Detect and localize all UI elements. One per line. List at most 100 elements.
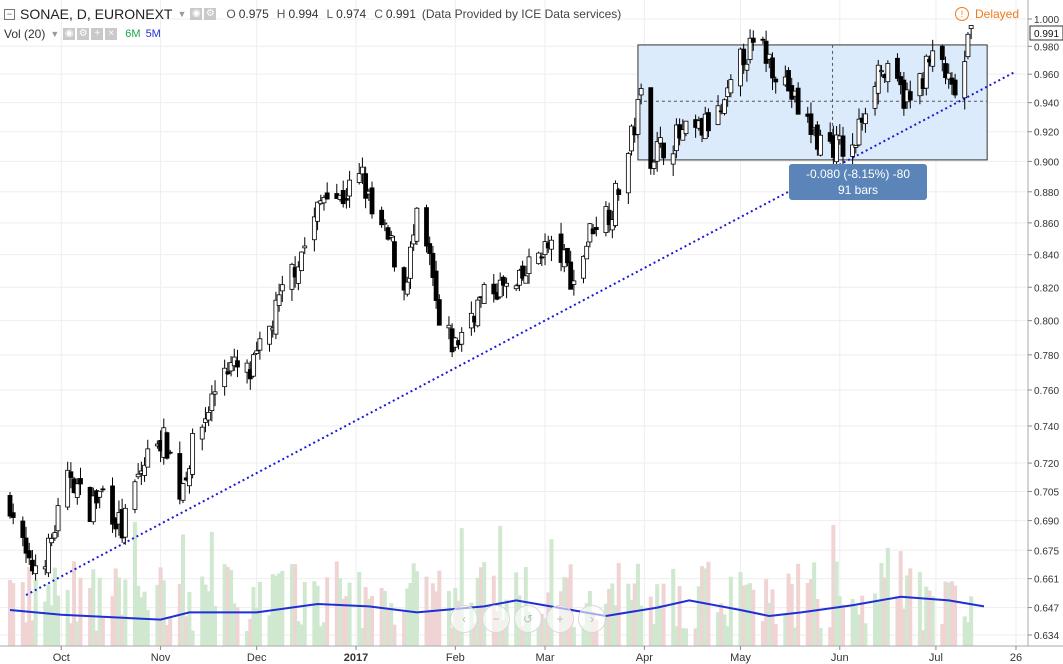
close-icon[interactable]: ×: [105, 28, 118, 40]
symbol-row: − SONAE, D, EURONEXT ▼ ◉ ⚙ O 0.975 H 0.9…: [4, 4, 621, 24]
candle-body: [46, 537, 51, 574]
volume-indicator-label[interactable]: Vol (20): [4, 27, 46, 41]
candle-body: [965, 33, 971, 58]
scroll-left-button[interactable]: ‹: [450, 605, 478, 633]
candle-body: [520, 265, 526, 279]
reset-button[interactable]: ↺: [514, 605, 542, 633]
volume-bar: [917, 572, 922, 646]
candle-body: [741, 48, 747, 66]
time-tick-label: Mar: [536, 652, 555, 664]
volume-bar: [879, 563, 884, 646]
candle-body: [539, 256, 545, 259]
add-icon[interactable]: +: [91, 28, 104, 40]
candle-body: [946, 72, 952, 80]
measure-label-change: -0.080 (-8.15%) -80: [806, 167, 910, 181]
candle-body: [885, 63, 891, 83]
volume-bar: [744, 584, 749, 646]
volume-bar: [120, 614, 125, 646]
candle-body: [750, 37, 756, 43]
candle-body: [225, 371, 231, 375]
candle-body: [23, 537, 29, 554]
zoom-out-button[interactable]: −: [482, 605, 510, 633]
candle-body: [558, 233, 564, 263]
candle-body: [97, 490, 103, 498]
volume-bar: [594, 619, 599, 646]
price-tick-label: 0.940: [1034, 99, 1059, 110]
eye-icon[interactable]: ◉: [190, 8, 203, 20]
volume-bar: [267, 615, 272, 646]
volume-bar: [302, 581, 307, 646]
zoom-in-button[interactable]: +: [546, 605, 574, 633]
volume-bar: [20, 582, 25, 646]
trend-line[interactable]: [25, 70, 1017, 596]
volume-bar: [337, 578, 342, 646]
candle-body: [613, 182, 618, 226]
time-tick-label: May: [730, 652, 751, 664]
candle-body: [299, 251, 304, 272]
volume-bar: [257, 581, 262, 646]
volume-bar: [808, 579, 813, 646]
candle-body: [401, 267, 407, 291]
volume-bar: [164, 625, 169, 646]
price-tick-label: 0.960: [1034, 70, 1059, 81]
candle-body: [135, 473, 141, 478]
chevron-down-icon[interactable]: ▼: [50, 29, 60, 39]
volume-bar: [347, 582, 352, 646]
settings-icon[interactable]: ⚙: [204, 8, 217, 20]
candle-body: [164, 432, 170, 459]
volume-bar: [318, 626, 323, 646]
volume-bar: [357, 571, 362, 646]
candle-body: [145, 448, 151, 468]
candle-body: [279, 284, 285, 292]
candle-body: [930, 50, 936, 67]
volume-bar: [789, 583, 794, 646]
time-tick-label: Oct: [53, 652, 70, 664]
symbol-title[interactable]: SONAE, D, EURONEXT: [20, 6, 173, 22]
volume-bar: [145, 610, 150, 646]
volume-bar: [520, 626, 525, 646]
time-tick-label: 2017: [344, 652, 368, 664]
volume-bar: [501, 619, 506, 646]
candle-body: [853, 145, 859, 148]
volume-bar: [289, 564, 294, 646]
volume-bar: [136, 585, 141, 646]
volume-bar: [725, 626, 730, 646]
volume-bar: [434, 591, 439, 646]
volume-bar: [863, 623, 868, 646]
volume-bar: [52, 567, 57, 646]
volume-bar: [626, 583, 631, 646]
candle-body: [722, 99, 727, 114]
delayed-badge[interactable]: ! Delayed: [955, 7, 1019, 21]
volume-bar: [786, 573, 791, 646]
volume-bar: [728, 576, 733, 646]
volume-bar: [943, 581, 948, 646]
volume-bar: [831, 524, 836, 646]
scroll-right-button[interactable]: ›: [578, 605, 606, 633]
volume-bar: [427, 609, 432, 646]
candle-body: [481, 284, 487, 304]
candle-body: [943, 63, 948, 78]
candle-body: [356, 173, 362, 183]
volume-bar: [213, 605, 218, 646]
volume-bar: [873, 593, 878, 646]
settings-icon[interactable]: ⚙: [77, 28, 90, 40]
collapse-icon[interactable]: −: [4, 8, 15, 20]
volume-bar: [251, 587, 256, 646]
candle-body: [795, 87, 801, 115]
range-measure-box[interactable]: [637, 44, 988, 161]
volume-bar: [651, 623, 656, 646]
candle-body: [340, 190, 346, 205]
candle-body: [206, 412, 212, 421]
volume-bar: [571, 627, 576, 646]
eye-icon[interactable]: ◉: [63, 28, 76, 40]
chevron-down-icon[interactable]: ▼: [177, 9, 187, 19]
candle-body: [167, 451, 173, 454]
chart-legend: − SONAE, D, EURONEXT ▼ ◉ ⚙ O 0.975 H 0.9…: [4, 4, 621, 44]
volume-bar: [315, 585, 320, 646]
volume-bar: [472, 623, 477, 646]
volume-bar: [379, 588, 384, 646]
volume-bar: [72, 561, 77, 646]
candle-body: [635, 99, 641, 135]
volume-bar: [834, 561, 839, 646]
